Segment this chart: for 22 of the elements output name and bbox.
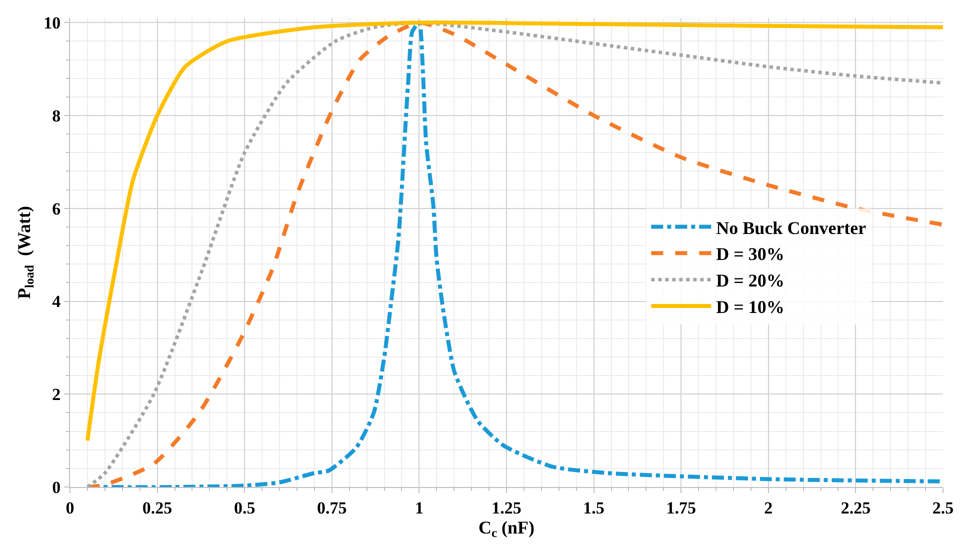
x-tick-label: 1: [414, 498, 424, 518]
x-tick-label: 0.5: [234, 498, 256, 518]
x-tick-label: 2.25: [840, 498, 871, 518]
y-tick-label: 4: [52, 292, 62, 312]
x-tick-label: 2: [764, 498, 773, 518]
x-tick-label: 1.25: [492, 498, 522, 518]
y-tick-label: 8: [52, 106, 61, 126]
x-axis-title: C$_{c}$ (nF): [478, 517, 535, 540]
y-tick-label: 10: [44, 14, 61, 33]
legend-label: No Buck Converter: [716, 218, 866, 238]
x-tick-label: 0.25: [142, 498, 172, 518]
y-tick-label: 2: [52, 385, 61, 404]
x-tick-label: 0.75: [317, 498, 347, 518]
x-tick-label: 2.5: [932, 498, 954, 518]
y-tick-label: 6: [52, 199, 61, 218]
y-tick-label: 0: [52, 478, 61, 497]
legend-label: D = 20%: [716, 270, 784, 291]
x-tick-label: 1.5: [583, 498, 604, 518]
x-tick-label: 0: [66, 498, 74, 518]
legend-label: D = 30%: [716, 244, 784, 264]
legend-label: D = 10%: [716, 296, 784, 317]
x-tick-label: 1.75: [666, 498, 696, 518]
